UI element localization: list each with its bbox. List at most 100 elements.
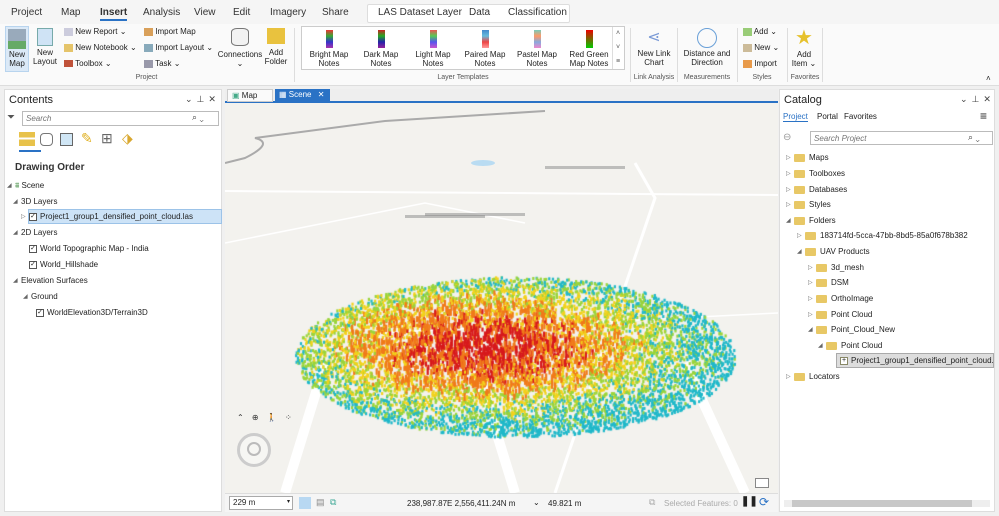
tab-scene-view[interactable]: ▦ Scene ✕ <box>275 89 330 102</box>
catalog-tab-portal[interactable]: Portal <box>817 112 838 121</box>
new-report-button[interactable]: New Report ⌄ <box>64 27 126 36</box>
layer-point-cloud[interactable]: ▷ ✓ Project1_group1_densified_point_cloud.… <box>21 212 193 221</box>
catalog-tab-favorites[interactable]: Favorites <box>844 112 877 121</box>
legend-icon[interactable] <box>755 478 769 488</box>
pane-controls[interactable]: ⌄⊥✕ <box>185 94 220 104</box>
tab-map[interactable]: Map <box>61 7 81 18</box>
scale-selector[interactable]: 229 m ▾ <box>229 496 293 510</box>
tab-view[interactable]: View <box>194 7 216 18</box>
catalog-databases[interactable]: ▷ Databases <box>786 185 848 194</box>
catalog-styles[interactable]: ▷ Styles <box>786 200 831 209</box>
scene-view[interactable]: ⌃ ⊕ 🚶 ⁘ <box>225 103 778 493</box>
menu-icon[interactable]: ≡ <box>980 109 988 123</box>
layer-topographic[interactable]: ✓ World Topographic Map - India <box>29 244 149 253</box>
catalog-3d-mesh[interactable]: ▷ 3d_mesh <box>808 263 864 272</box>
catalog-point-cloud-sub[interactable]: ◢ Point Cloud <box>818 341 883 350</box>
add-folder-button[interactable]: Add Folder <box>263 26 289 66</box>
tab-insert[interactable]: Insert <box>100 7 128 21</box>
distance-direction-button[interactable]: Distance and Direction <box>681 26 733 67</box>
catalog-toolboxes[interactable]: ▷ Toolboxes <box>786 169 846 178</box>
layer-template-item[interactable]: Light Map Notes <box>409 28 457 68</box>
layer-terrain[interactable]: ✓ WorldElevation3D/Terrain3D <box>36 308 148 317</box>
tree-scene[interactable]: ◢ ⩩ Scene <box>7 181 45 190</box>
catalog-maps[interactable]: ▷ Maps <box>786 153 829 162</box>
catalog-point-cloud[interactable]: ▷ Point Cloud <box>808 310 873 319</box>
catalog-locators[interactable]: ▷ Locators <box>786 372 840 381</box>
las-file-icon: + <box>840 356 848 365</box>
catalog-tab-project[interactable]: Project <box>783 112 808 122</box>
new-map-button[interactable]: New Map <box>5 26 29 72</box>
selection-icon[interactable] <box>60 133 73 146</box>
tree-2d-layers[interactable]: ◢ 2D Layers <box>13 228 58 237</box>
layer-template-item[interactable]: Red Green Map Notes <box>565 28 613 68</box>
tab-imagery[interactable]: Imagery <box>270 7 307 18</box>
layer-hillshade[interactable]: ✓ World_Hillshade <box>29 260 99 269</box>
tree-3d-layers[interactable]: ◢ 3D Layers <box>13 197 58 206</box>
table-icon[interactable]: ▤ <box>316 497 325 507</box>
labeling-icon[interactable]: ⬗ <box>122 130 133 146</box>
catalog-folder-guid[interactable]: ▷ 183714fd-5cca-47bb-8bd5-85a0f678b382 <box>797 231 968 240</box>
tab-las-dataset-layer[interactable]: LAS Dataset Layer <box>378 7 462 18</box>
connections-button[interactable]: Connections ⌄ <box>217 26 263 68</box>
filter-icon[interactable]: ⏷ <box>7 112 15 123</box>
catalog-search-input[interactable] <box>810 131 993 145</box>
tab-project[interactable]: Project <box>11 7 43 18</box>
layer-template-item[interactable]: Paired Map Notes <box>461 28 509 68</box>
catalog-point-cloud-new[interactable]: ◢ Point_Cloud_New <box>808 325 896 334</box>
snapping-icon[interactable]: ⊞ <box>101 130 113 146</box>
map-notes-icon <box>377 30 385 48</box>
checkbox[interactable]: ✓ <box>29 212 37 221</box>
layer-template-item[interactable]: Dark Map Notes <box>357 28 405 68</box>
pane-controls[interactable]: ⌄⊥✕ <box>960 94 995 104</box>
checkbox[interactable]: ✓ <box>29 244 37 253</box>
refresh-icon[interactable]: ⟳ <box>759 495 770 509</box>
new-layout-button[interactable]: New Layout <box>31 26 59 66</box>
add-item-button[interactable]: ★ Add Item ⌄ <box>791 27 817 68</box>
import-layout-button[interactable]: Import Layout ⌄ <box>144 43 213 52</box>
contents-title: Contents <box>9 94 54 106</box>
tab-analysis[interactable]: Analysis <box>143 7 181 18</box>
style-new-icon <box>743 43 752 52</box>
tree-elevation-surfaces[interactable]: ◢ Elevation Surfaces <box>13 276 88 285</box>
back-icon[interactable]: ⊖ <box>783 132 792 143</box>
import-map-button[interactable]: Import Map <box>144 27 196 36</box>
toolbox-button[interactable]: Toolbox ⌄ <box>64 59 112 68</box>
tab-data[interactable]: Data <box>469 7 491 18</box>
catalog-uav-products[interactable]: ◢ UAV Products <box>797 247 870 256</box>
data-source-icon[interactable] <box>40 133 53 146</box>
selected-catalog-item[interactable]: + Project1_group1_densified_point_cloud.l… <box>836 353 994 368</box>
pause-icon[interactable]: ❚❚ <box>741 496 758 507</box>
layer-template-item[interactable]: Pastel Map Notes <box>513 28 561 68</box>
contents-search-input[interactable] <box>22 111 219 126</box>
navigator-buttons[interactable]: ⌃ ⊕ 🚶 ⁘ <box>237 413 295 422</box>
drawing-order-icon[interactable] <box>19 132 35 146</box>
collapse-ribbon-button[interactable]: ˄ <box>986 74 991 83</box>
snapping-toggle-icon[interactable]: ⧉ <box>330 497 337 507</box>
tree-ground[interactable]: ◢ Ground <box>23 292 58 301</box>
catalog-pane: Catalog ⌄⊥✕ Project Portal Favorites ≡ ⊖… <box>779 89 995 512</box>
layer-template-item[interactable]: Bright Map Notes <box>305 28 353 68</box>
style-new-button[interactable]: New ⌄ <box>743 43 779 52</box>
navigator-compass[interactable] <box>237 433 271 467</box>
new-notebook-button[interactable]: New Notebook ⌄ <box>64 43 137 52</box>
style-import-button[interactable]: Import <box>743 59 777 68</box>
catalog-folders[interactable]: ◢ Folders <box>786 216 836 225</box>
tab-map-view[interactable]: ▣ Map <box>227 89 273 102</box>
tab-classification[interactable]: Classification <box>508 7 567 18</box>
catalog-orthoimage[interactable]: ▷ OrthoImage <box>808 294 874 303</box>
catalog-dsm[interactable]: ▷ DSM <box>808 278 849 287</box>
grid-icon[interactable] <box>299 497 311 509</box>
checkbox[interactable]: ✓ <box>29 260 37 269</box>
horizontal-scrollbar[interactable] <box>784 500 990 507</box>
gallery-scroll[interactable]: ˄ ˅ ≡ <box>612 27 623 69</box>
checkbox[interactable]: ✓ <box>36 308 44 317</box>
editing-icon[interactable]: ✎ <box>81 130 93 146</box>
tab-share[interactable]: Share <box>322 7 349 18</box>
style-add-button[interactable]: Add ⌄ <box>743 27 777 36</box>
task-button[interactable]: Task ⌄ <box>144 59 180 68</box>
layer-templates-gallery <box>301 26 625 70</box>
selected-features-count[interactable]: Selected Features: 0 <box>664 499 738 508</box>
tab-edit[interactable]: Edit <box>233 7 251 18</box>
new-link-chart-button[interactable]: ⋖ New Link Chart <box>637 29 671 67</box>
coordinate-format-dropdown[interactable]: ⌄ <box>533 498 540 507</box>
